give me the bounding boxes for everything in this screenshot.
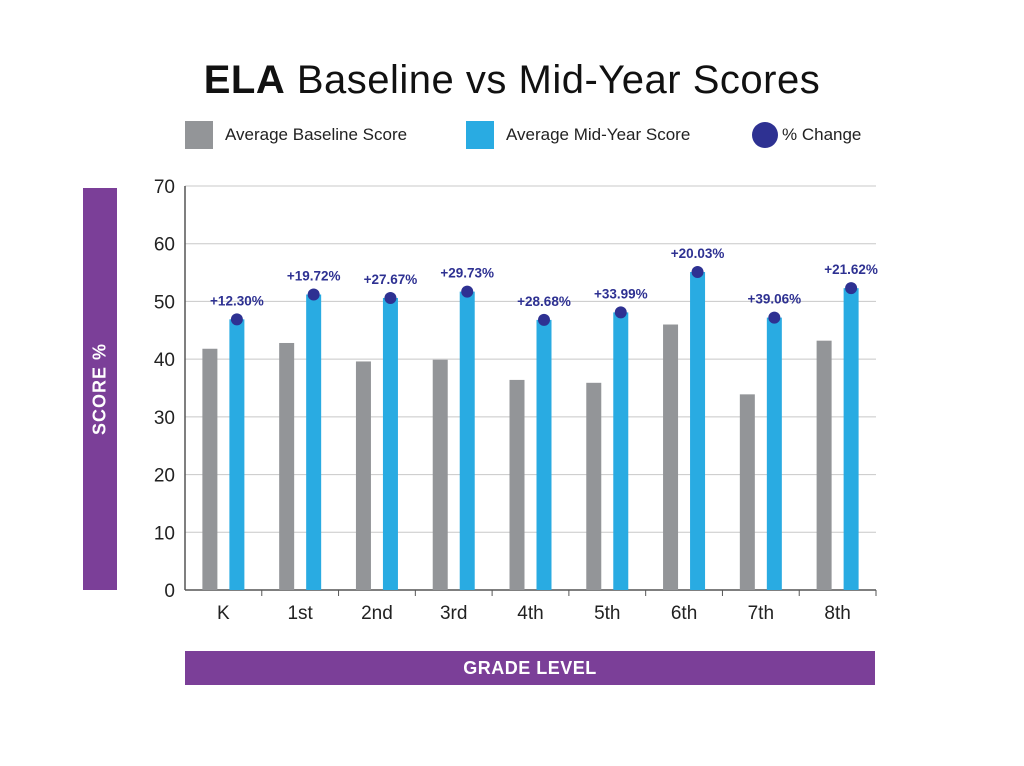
y-tick-label: 70 — [154, 177, 175, 198]
legend-swatch-midyear — [466, 121, 494, 149]
change-marker — [538, 313, 550, 326]
legend-label-midyear: Average Mid-Year Score — [506, 125, 691, 144]
change-label: +20.03% — [671, 246, 725, 261]
midyear-bar — [459, 291, 475, 590]
change-marker — [461, 285, 474, 298]
x-tick-label: 8th — [824, 603, 850, 624]
chart-title: ELA Baseline vs Mid-Year Scores — [0, 58, 1024, 103]
x-tick-label: 3rd — [440, 603, 467, 624]
change-label: +12.30% — [210, 293, 264, 308]
change-label: +39.06% — [747, 292, 801, 307]
baseline-bar — [663, 324, 679, 590]
x-tick-label: 2nd — [361, 603, 393, 624]
baseline-bar — [509, 379, 525, 590]
baseline-bar — [432, 359, 448, 590]
change-marker — [384, 291, 397, 304]
legend-dot-change — [752, 122, 778, 148]
x-tick-label: 5th — [594, 603, 620, 624]
change-label: +21.62% — [824, 262, 878, 277]
legend: Average Baseline Score Average Mid-Year … — [0, 120, 1024, 150]
y-tick-label: 20 — [154, 466, 175, 487]
y-tick-label: 10 — [154, 523, 175, 544]
x-tick-label: 7th — [748, 603, 774, 624]
change-marker — [845, 282, 858, 295]
change-label: +19.72% — [287, 269, 341, 284]
change-marker — [691, 265, 704, 278]
x-tick-label: 4th — [517, 603, 543, 624]
baseline-bar — [816, 340, 832, 590]
baseline-bar — [586, 382, 602, 590]
y-tick-label: 60 — [154, 235, 175, 256]
change-label: +29.73% — [440, 266, 494, 281]
change-marker — [614, 306, 627, 319]
legend-item-change: % Change — [752, 120, 861, 150]
legend-item-baseline: Average Baseline Score — [185, 120, 407, 150]
midyear-bar — [229, 319, 245, 590]
legend-label-baseline: Average Baseline Score — [225, 125, 408, 144]
change-marker — [307, 288, 320, 301]
y-tick-label: 50 — [154, 292, 175, 313]
midyear-bar — [382, 297, 398, 590]
change-marker — [768, 311, 781, 324]
change-marker — [230, 313, 243, 326]
y-axis-label-band — [83, 188, 117, 590]
baseline-bar — [739, 394, 755, 590]
midyear-bar — [843, 288, 859, 590]
legend-swatch-baseline — [185, 121, 213, 149]
y-tick-label: 40 — [154, 350, 175, 371]
x-tick-label: K — [217, 603, 230, 624]
chart-title-bold: ELA — [203, 58, 286, 102]
change-label: +33.99% — [594, 286, 648, 301]
baseline-bar — [202, 348, 218, 590]
change-label: +28.68% — [517, 294, 571, 309]
x-tick-label: 1st — [287, 603, 313, 624]
x-axis-label-band — [185, 651, 875, 685]
change-label: +27.67% — [364, 272, 418, 287]
baseline-bar — [355, 361, 371, 590]
legend-item-midyear: Average Mid-Year Score — [466, 120, 690, 150]
midyear-bar — [613, 312, 629, 590]
x-axis-label: GRADE LEVEL — [463, 658, 597, 678]
midyear-bar — [306, 294, 322, 590]
y-tick-label: 0 — [164, 581, 175, 602]
baseline-bar — [279, 342, 295, 590]
chart-title-rest: Baseline vs Mid-Year Scores — [285, 58, 821, 102]
midyear-bar — [536, 319, 552, 590]
midyear-bar — [690, 271, 706, 590]
x-tick-label: 6th — [671, 603, 697, 624]
legend-label-change: % Change — [782, 125, 862, 144]
y-tick-label: 30 — [154, 408, 175, 429]
midyear-bar — [766, 317, 782, 590]
